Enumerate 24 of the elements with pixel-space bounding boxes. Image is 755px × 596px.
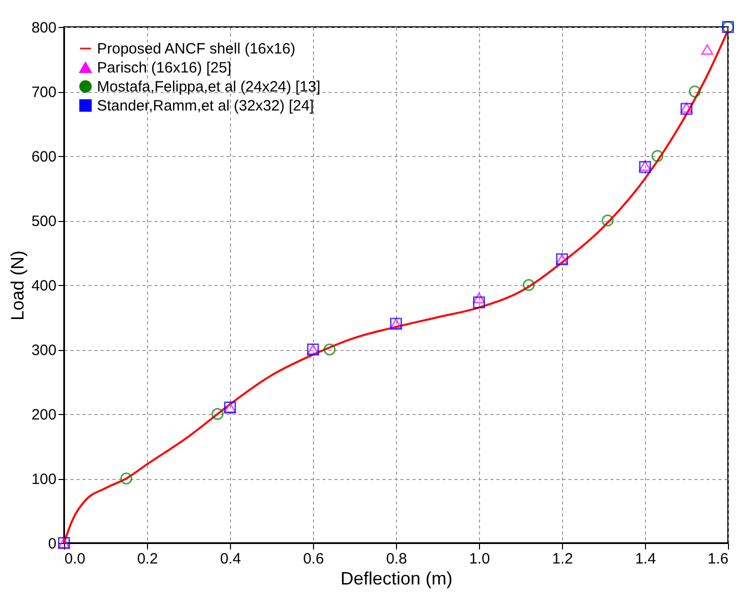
y-axis-title: Load (N)	[7, 250, 28, 321]
legend-label: Stander,Ramm,et al (32x32) [24]	[97, 98, 314, 114]
y-tick-label: 500	[31, 213, 56, 230]
y-tick-label: 800	[31, 20, 56, 36]
x-tick-label: 0.4	[220, 550, 241, 568]
x-axis-title: Deflection (m)	[340, 568, 453, 588]
x-tick-label: 1.2	[552, 550, 573, 568]
x-tick-label: 1.0	[469, 550, 490, 568]
legend-label: Mostafa,Felippa,et al (24x24) [13]	[97, 78, 320, 96]
x-tick-label: 0.0	[64, 550, 86, 568]
legend-label: Proposed ANCF shell (16x16)	[97, 40, 296, 58]
y-tick-label: 200	[31, 406, 56, 424]
x-tick-label: 1.6	[708, 550, 728, 568]
y-tick-label: 100	[31, 471, 56, 488]
x-tick-label: 0.8	[386, 550, 407, 568]
y-tick-label: 600	[31, 148, 56, 166]
legend-label: Parisch (16x16) [25]	[97, 60, 232, 76]
x-tick-label: 0.6	[303, 550, 324, 568]
y-tick-label: 0	[48, 536, 56, 552]
y-tick-label: 700	[31, 84, 56, 101]
y-tick-label: 400	[31, 278, 56, 294]
y-tick-label: 300	[31, 342, 56, 359]
x-tick-label: 0.2	[137, 550, 158, 568]
x-tick-label: 1.4	[635, 550, 656, 568]
